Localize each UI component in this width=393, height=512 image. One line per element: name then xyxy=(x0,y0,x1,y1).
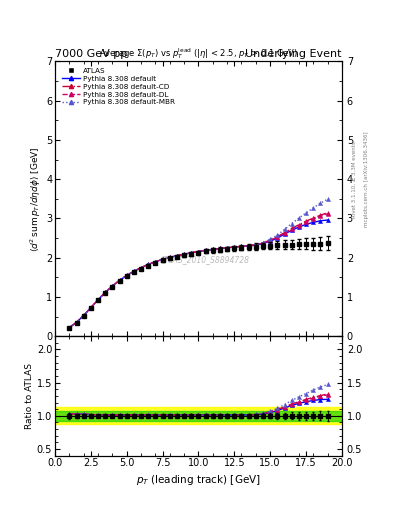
Bar xyxy=(55,411,342,420)
Bar xyxy=(55,407,342,424)
Legend: ATLAS, Pythia 8.308 default, Pythia 8.308 default-CD, Pythia 8.308 default-DL, P: ATLAS, Pythia 8.308 default, Pythia 8.30… xyxy=(59,65,178,109)
Y-axis label: $\langle d^2\,\mathrm{sum}\,p_T/d\eta d\phi\rangle$ [GeV]: $\langle d^2\,\mathrm{sum}\,p_T/d\eta d\… xyxy=(29,146,43,251)
Y-axis label: Ratio to ATLAS: Ratio to ATLAS xyxy=(25,363,34,429)
Title: Average $\Sigma(p_T)$ vs $p_T^{\rm lead}$ ($|\eta|$ < 2.5, $p_T$ > 0.1 GeV): Average $\Sigma(p_T)$ vs $p_T^{\rm lead}… xyxy=(99,47,298,61)
X-axis label: $p_T$ (leading track) [GeV]: $p_T$ (leading track) [GeV] xyxy=(136,473,261,486)
Text: Rivet 3.1.10, ≥ 3.3M events: Rivet 3.1.10, ≥ 3.3M events xyxy=(352,141,357,218)
Text: Underlying Event: Underlying Event xyxy=(245,49,342,59)
Text: 7000 GeV pp: 7000 GeV pp xyxy=(55,49,127,59)
Text: ATLAS_2010_S8894728: ATLAS_2010_S8894728 xyxy=(159,255,249,264)
Text: mcplots.cern.ch [arXiv:1306.3436]: mcplots.cern.ch [arXiv:1306.3436] xyxy=(364,132,369,227)
